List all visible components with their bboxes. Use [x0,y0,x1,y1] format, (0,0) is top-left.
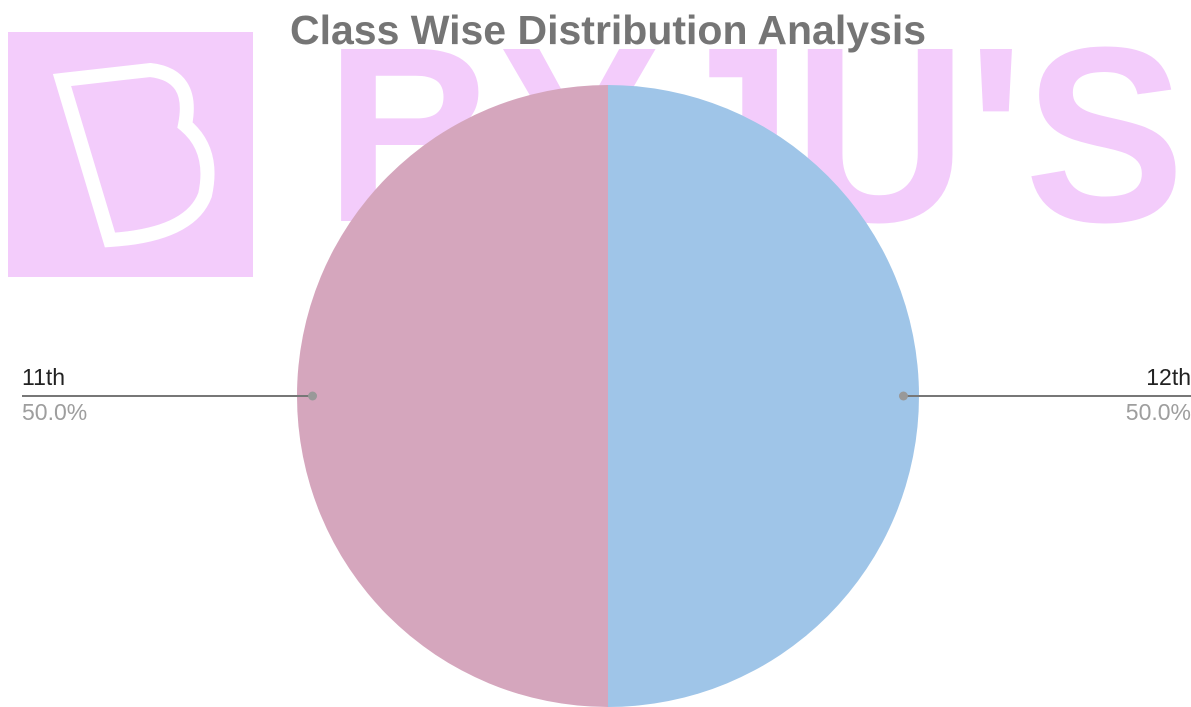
pie-slice [608,85,919,707]
leader-dot [898,391,908,401]
watermark-logo [52,62,215,248]
slice-value: 50.0% [22,399,87,425]
slice-label: 12th [1146,364,1191,390]
pie-slice [297,85,608,707]
leader-dot [308,391,318,401]
chart-title: Class Wise Distribution Analysis [290,7,926,53]
slice-value: 50.0% [1126,399,1191,425]
slice-label: 11th [22,364,65,390]
